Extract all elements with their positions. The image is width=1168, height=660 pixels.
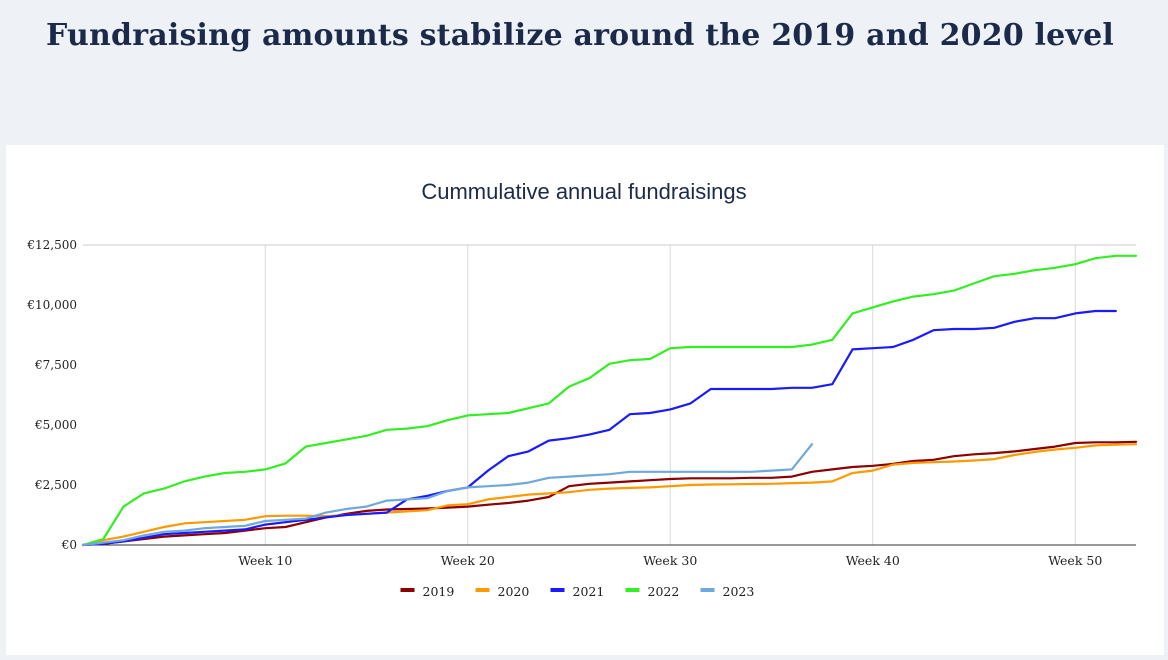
series-line-2022 — [81, 254, 1138, 547]
chart-card: Cummulative annual fundraisings Week 10 W… — [6, 145, 1164, 655]
y-tick-label: €10,000 — [26, 298, 77, 312]
legend: 2019 2020 2021 2022 2023 — [400, 584, 755, 599]
y-tick-label: €0 — [61, 538, 77, 552]
legend-swatch-2023 — [700, 588, 715, 592]
axis-layer: Week 10 Week 20 Week 30 Week 40 Week 50 €0 €2,… — [26, 238, 1136, 568]
legend-label-2022: 2022 — [648, 584, 680, 599]
series-layer — [81, 254, 1138, 547]
legend-swatch-2021 — [550, 588, 565, 592]
chart-svg: Cummulative annual fundraisings Week 10 W… — [26, 179, 1138, 599]
legend-label-2019: 2019 — [423, 584, 455, 599]
y-tick-label: €12,500 — [26, 238, 77, 252]
grid-layer — [83, 244, 1136, 545]
series-line-2020 — [81, 443, 1138, 547]
legend-label-2023: 2023 — [723, 584, 755, 599]
legend-swatch-2020 — [475, 588, 490, 592]
legend-label-2020: 2020 — [498, 584, 530, 599]
x-tick-label: Week 50 — [1048, 553, 1102, 568]
x-tick-label: Week 20 — [441, 553, 495, 568]
series-line-2021 — [81, 309, 1117, 547]
x-tick-label: Week 30 — [643, 553, 697, 568]
chart-title: Cummulative annual fundraisings — [421, 179, 746, 204]
legend-swatch-2022 — [625, 588, 640, 592]
y-tick-label: €7,500 — [34, 358, 77, 372]
x-tick-label: Week 40 — [846, 553, 900, 568]
x-tick-label: Week 10 — [238, 553, 292, 568]
legend-swatch-2019 — [400, 588, 415, 592]
legend-label-2021: 2021 — [573, 584, 605, 599]
page-title: Fundraising amounts stabilize around the… — [46, 18, 1114, 53]
y-tick-label: €2,500 — [34, 478, 77, 492]
series-line-2019 — [81, 440, 1138, 547]
series-line-2023 — [81, 443, 814, 547]
y-tick-label: €5,000 — [34, 418, 77, 432]
